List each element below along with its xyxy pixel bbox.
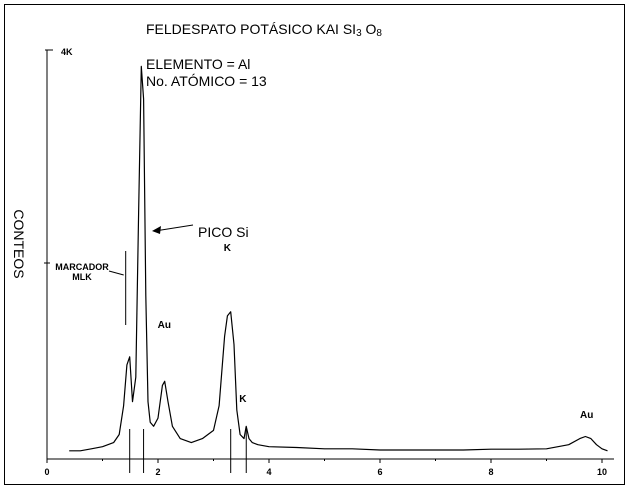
x-tick-label: 2 bbox=[155, 467, 160, 477]
pico-arrow-head bbox=[152, 226, 161, 234]
x-tick-label: 6 bbox=[377, 467, 382, 477]
marker-label-line-2: MLK bbox=[72, 272, 92, 282]
atomic-number-text: No. ATÓMICO = 13 bbox=[146, 73, 267, 89]
formula-o-subscript: 8 bbox=[376, 28, 382, 39]
formula-si-subscript: 3 bbox=[356, 28, 362, 39]
x-tick-label: 4 bbox=[266, 467, 271, 477]
x-tick-label: 10 bbox=[597, 467, 607, 477]
peak-label: Au bbox=[580, 410, 594, 422]
title-text: FELDESPATO POTÁSICO KAI bbox=[146, 21, 339, 37]
formula-si: SI bbox=[342, 21, 357, 37]
formula-o: O bbox=[365, 21, 377, 37]
chart-frame: 0 2 4 6 8 10 FELDESPATO POTÁSICO KAI SI3 O8 E… bbox=[4, 4, 625, 485]
y-top-label: 4K bbox=[61, 47, 73, 57]
y-axis-label: CONTEOS bbox=[11, 209, 27, 279]
spectrum-chart: 0 2 4 6 8 10 bbox=[44, 49, 614, 477]
mlk-pointer bbox=[108, 270, 124, 276]
pico-si-label: PICO Si bbox=[198, 224, 249, 240]
peak-label: K bbox=[239, 393, 247, 405]
marker-label: MARCADOR MLK bbox=[55, 262, 109, 282]
chart-title: FELDESPATO POTÁSICO KAI SI3 O8 bbox=[146, 21, 382, 39]
element-text: ELEMENTO = Al bbox=[146, 56, 251, 72]
spectrum-line bbox=[69, 65, 608, 452]
pico-arrow-line bbox=[154, 224, 194, 232]
marker-label-line-1: MARCADOR bbox=[55, 262, 109, 272]
peak-label: K bbox=[223, 242, 231, 254]
x-tick-label: 0 bbox=[44, 467, 49, 477]
peak-label: Au bbox=[157, 320, 171, 332]
x-tick-label: 8 bbox=[488, 467, 493, 477]
